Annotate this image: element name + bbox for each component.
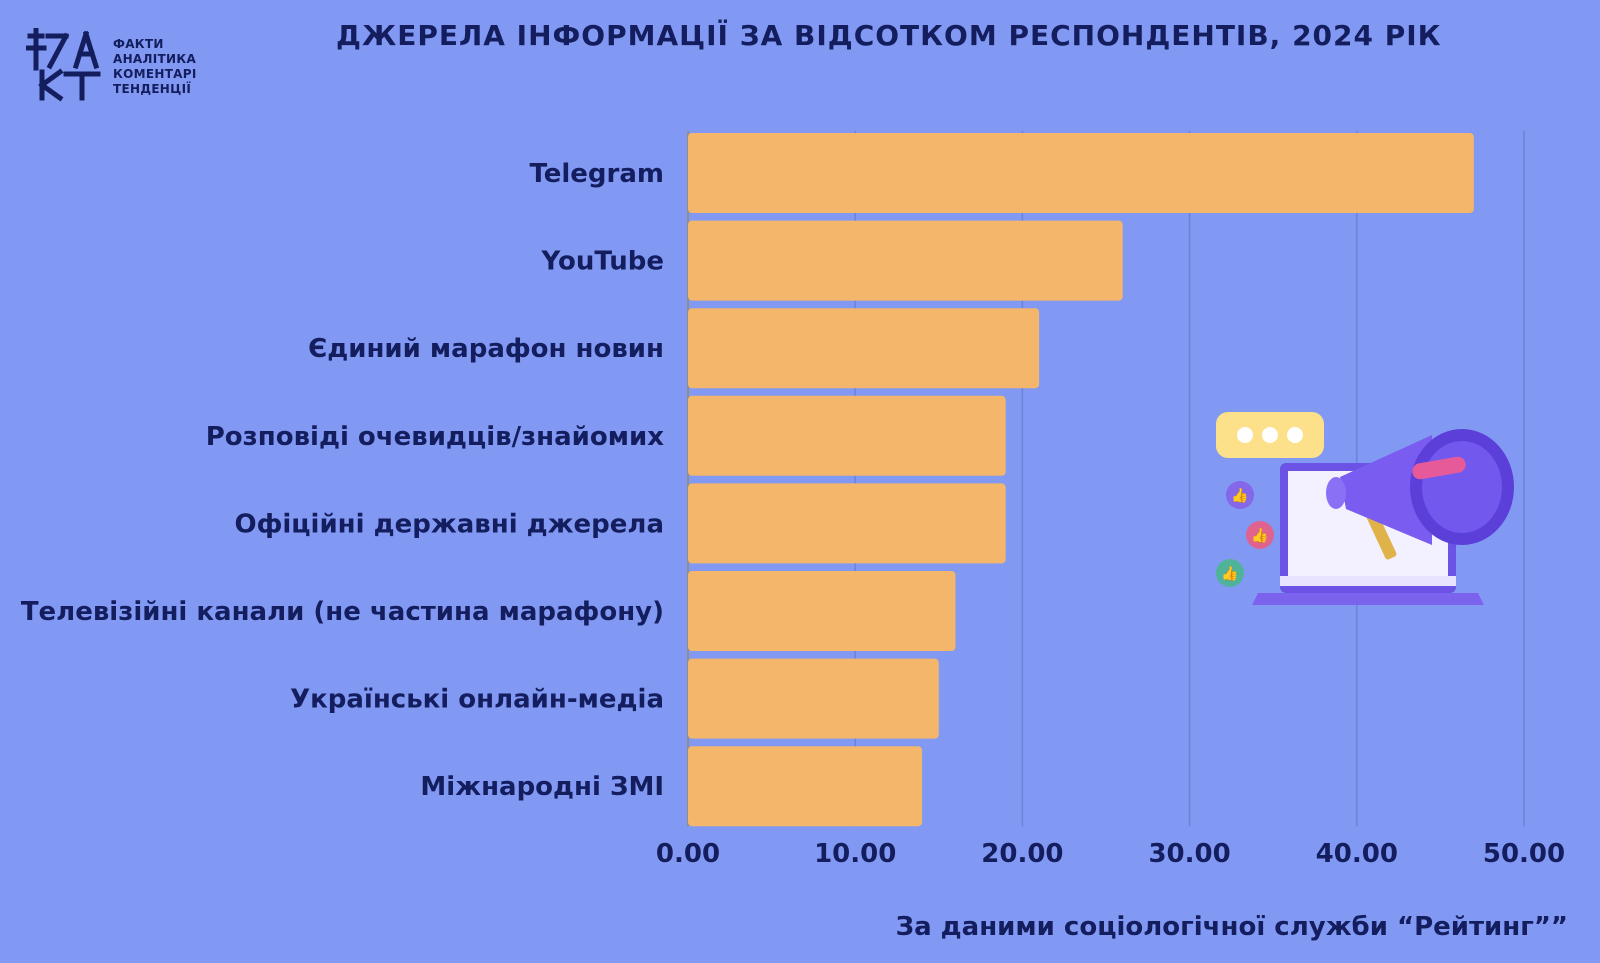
category-label: Telegram bbox=[529, 159, 664, 189]
x-tick-label: 0.00 bbox=[656, 839, 720, 869]
fakt-logo-icon bbox=[26, 28, 101, 102]
logo: ФАКТИ АНАЛІТИКА КОМЕНТАРІ ТЕНДЕНЦІЇ bbox=[26, 28, 216, 104]
logo-line: АНАЛІТИКА bbox=[113, 52, 197, 66]
bar bbox=[688, 746, 923, 827]
illustration: 👍 👍 👍 bbox=[1216, 412, 1514, 605]
category-label: Телевізійні канали (не частина марафону) bbox=[21, 597, 664, 627]
logo-line: ФАКТИ bbox=[113, 37, 164, 51]
bar bbox=[688, 483, 1006, 564]
chat-bubble-icon bbox=[1216, 412, 1324, 458]
bar bbox=[688, 308, 1040, 389]
bar bbox=[688, 571, 956, 651]
category-label: Українські онлайн-медіа bbox=[290, 685, 664, 715]
thumbs-up-icon: 👍 bbox=[1246, 521, 1274, 549]
logo-text: ФАКТИ АНАЛІТИКА КОМЕНТАРІ ТЕНДЕНЦІЇ bbox=[113, 37, 197, 97]
svg-text:👍: 👍 bbox=[1221, 565, 1238, 582]
x-tick-label: 20.00 bbox=[981, 839, 1063, 869]
category-label: Міжнародні ЗМІ bbox=[420, 772, 664, 802]
logo-line: КОМЕНТАРІ bbox=[113, 67, 197, 81]
svg-text:👍: 👍 bbox=[1251, 527, 1268, 544]
category-label: Розповіді очевидців/знайомих bbox=[206, 422, 664, 452]
bar bbox=[688, 658, 939, 739]
bar bbox=[688, 395, 1006, 476]
x-tick-label: 50.00 bbox=[1483, 839, 1565, 869]
x-tick-label: 10.00 bbox=[814, 839, 896, 869]
category-label: YouTube bbox=[541, 247, 664, 277]
chart-title: ДЖЕРЕЛА ІНФОРМАЦІЇ ЗА ВІДСОТКОМ РЕСПОНДЕ… bbox=[336, 19, 1442, 52]
category-label: Офіційні державні джерела bbox=[234, 509, 664, 539]
thumbs-up-icon: 👍 bbox=[1216, 559, 1244, 587]
megaphone-icon bbox=[1326, 429, 1514, 560]
x-tick-label: 40.00 bbox=[1316, 839, 1398, 869]
bar bbox=[688, 133, 1474, 213]
source-note: За даними соціологічної служби “Рейтинг”… bbox=[895, 912, 1568, 942]
svg-text:👍: 👍 bbox=[1231, 487, 1248, 504]
bar bbox=[688, 220, 1123, 301]
logo-line: ТЕНДЕНЦІЇ bbox=[113, 82, 192, 96]
thumbs-up-icon: 👍 bbox=[1226, 481, 1254, 509]
x-tick-label: 30.00 bbox=[1148, 839, 1230, 869]
category-label: Єдиний марафон новин bbox=[308, 334, 664, 364]
